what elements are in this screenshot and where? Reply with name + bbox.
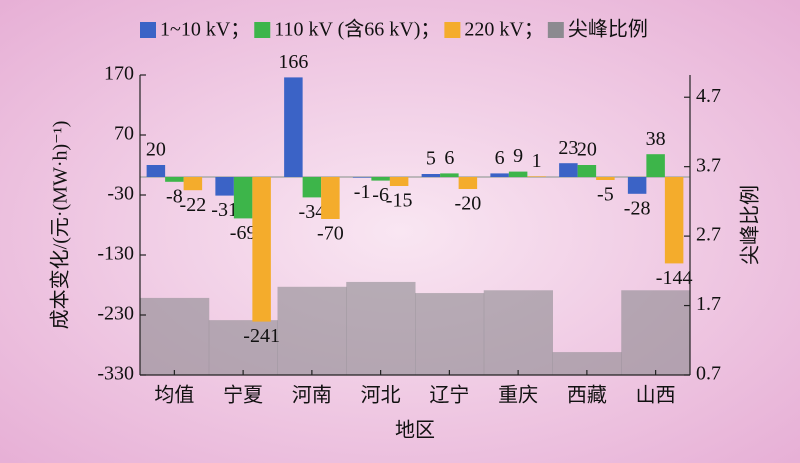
bar	[352, 177, 372, 178]
data-label: 6	[444, 147, 454, 169]
legend-label: 220 kV；	[464, 19, 543, 41]
legend-swatch	[547, 22, 564, 38]
bar	[165, 177, 184, 182]
y-tick-label: 70	[114, 123, 134, 145]
data-label: 38	[646, 128, 666, 150]
bar	[664, 177, 684, 264]
peak-ratio-area	[277, 286, 347, 375]
peak-ratio-area	[483, 290, 553, 375]
bar	[559, 163, 578, 177]
data-label: 1	[532, 150, 542, 172]
data-label: -144	[656, 267, 693, 289]
y-tick-label: -230	[97, 303, 134, 325]
peak-ratio-area	[552, 352, 622, 375]
data-label: -31	[211, 199, 238, 221]
x-tick-label: 宁夏	[223, 384, 263, 407]
bar	[252, 177, 271, 322]
data-label: -5	[597, 184, 614, 206]
bar	[183, 177, 203, 191]
y-tick-label: -130	[97, 243, 134, 265]
bar	[596, 177, 615, 180]
peak-ratio-area	[208, 320, 278, 375]
data-label: 9	[513, 145, 523, 167]
y-axis-title: 成本变化/(元·(MW·h)⁻¹)	[49, 121, 72, 330]
y-tick-label: -330	[97, 363, 134, 385]
x-tick-label: 山西	[636, 384, 676, 407]
data-label: -8	[166, 185, 183, 207]
bar	[627, 177, 647, 194]
bar	[371, 177, 390, 181]
data-label: -70	[317, 223, 344, 245]
x-axis-title: 地区	[395, 419, 435, 442]
data-label: -34	[299, 201, 326, 223]
peak-ratio-area	[621, 290, 691, 375]
x-tick-label: 河北	[361, 384, 401, 407]
peak-ratio-area	[140, 297, 210, 375]
bar	[421, 174, 441, 177]
legend-label: 1~10 kV；	[160, 19, 250, 41]
bar	[458, 177, 478, 189]
bar	[146, 165, 166, 177]
legend-swatch	[140, 22, 156, 38]
legend-swatch	[254, 22, 271, 38]
bar	[321, 177, 340, 219]
bar	[440, 173, 459, 177]
x-tick-label: 重庆	[498, 384, 538, 407]
peak-ratio-area	[415, 293, 485, 375]
bar	[577, 165, 597, 177]
legend-swatch	[444, 22, 461, 38]
x-tick-label: 西藏	[567, 384, 607, 407]
bar	[527, 176, 546, 177]
bar	[646, 154, 665, 177]
peak-ratio-area	[346, 281, 416, 375]
data-label: -241	[243, 325, 280, 347]
legend-label: 尖峰比例	[568, 18, 648, 41]
data-label: 23	[558, 137, 578, 159]
y2-tick-label: 4.7	[696, 85, 721, 107]
data-label: 20	[146, 139, 166, 161]
y-tick-label: -30	[107, 183, 134, 205]
y2-tick-label: 0.7	[696, 363, 721, 385]
legend-label: 110 kV (含66 kV)；	[274, 18, 440, 41]
data-label: -69	[230, 222, 257, 244]
data-label: -28	[624, 197, 651, 219]
y2-tick-label: 1.7	[696, 293, 721, 315]
data-label: -15	[386, 190, 413, 212]
data-label: 166	[278, 51, 308, 73]
x-tick-label: 均值	[154, 384, 194, 407]
data-label: -20	[455, 193, 482, 215]
data-label: -22	[180, 194, 207, 216]
data-label: -6	[372, 184, 389, 206]
bar	[302, 177, 322, 198]
bar	[284, 77, 303, 177]
data-label: 20	[577, 139, 597, 161]
bar	[389, 177, 409, 186]
bar	[215, 177, 234, 196]
bar	[233, 177, 253, 219]
x-tick-label: 河南	[292, 384, 332, 407]
data-label: 6	[495, 147, 505, 169]
data-label: -1	[354, 181, 371, 203]
bar	[508, 171, 528, 177]
y2-axis-title: 尖峰比例	[739, 185, 762, 265]
y2-tick-label: 2.7	[696, 224, 721, 246]
bar	[490, 173, 509, 177]
y2-tick-label: 3.7	[696, 154, 721, 176]
data-label: 5	[426, 148, 436, 170]
y-tick-label: 170	[104, 63, 134, 85]
x-tick-label: 辽宁	[429, 384, 469, 407]
